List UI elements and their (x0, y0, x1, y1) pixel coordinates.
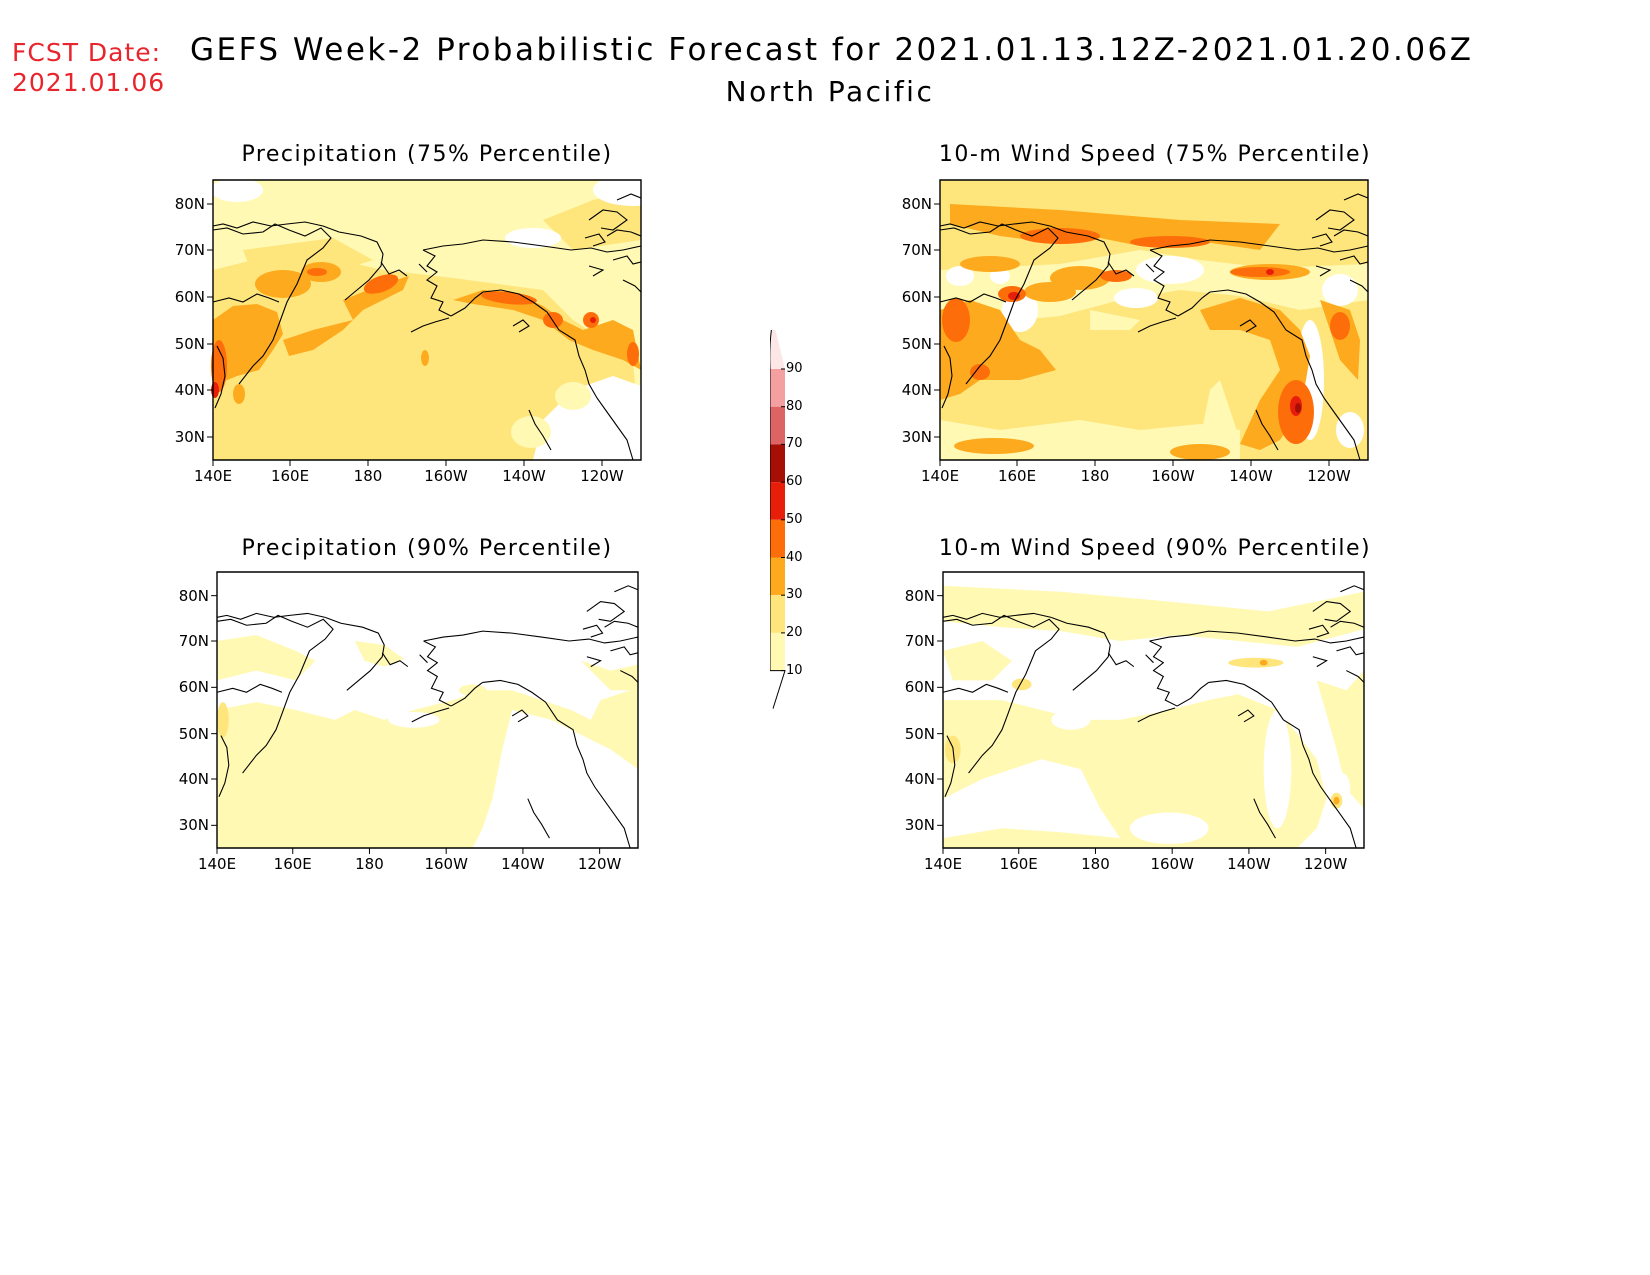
lat-label: 80N (901, 195, 932, 213)
forecast-date-label: FCST Date: (12, 38, 162, 67)
forecast-date-value: 2021.01.06 (12, 68, 166, 97)
lon-label: 140W (501, 855, 545, 873)
panel-title-precip75: Precipitation (75% Percentile) (241, 142, 613, 167)
coastline (942, 585, 1365, 849)
lat-label: 40N (901, 381, 932, 399)
colorbar-swatch (770, 444, 785, 483)
colorbar: 10 20 30 40 50 60 70 80 90 (769, 319, 810, 714)
page-subtitle: North Pacific (725, 75, 935, 108)
lat-label: 30N (178, 816, 209, 835)
coastline (216, 585, 639, 849)
lon-label: 160E (273, 855, 312, 873)
colorbar-svg (769, 319, 786, 709)
colorbar-label: 50 (786, 511, 803, 527)
map-precip90: 80N 70N 60N 50N 40N 30N 140E 160E 180 160W 140W 120… (179, 572, 638, 873)
lon-label: 120W (580, 467, 624, 485)
lat-label: 80N (178, 586, 209, 605)
lon-label: 140W (1227, 855, 1271, 873)
lon-label: 160W (1151, 467, 1195, 485)
panel-title-precip90: Precipitation (90% Percentile) (241, 536, 613, 561)
colorbar-swatch (770, 406, 785, 445)
colorbar-swatch (770, 595, 785, 633)
lat-label: 30N (901, 428, 932, 446)
lon-label: 120W (577, 855, 622, 873)
lat-label: 60N (901, 288, 932, 306)
map-wind90: 80N 70N 60N 50N 40N 30N 140E 160E 180 160W 140W 120… (905, 572, 1364, 873)
lon-label: 140W (502, 467, 546, 485)
map-wind75: 80N 70N 60N 50N 40N 30N 140E 160E 180 160W 140W 120… (902, 180, 1368, 485)
lat-label: 80N (174, 195, 205, 213)
panel-title-wind90: 10-m Wind Speed (90% Percentile) (938, 536, 1372, 561)
forecast-date: FCST Date: 2021.01.06 (12, 38, 165, 98)
lon-label: 180 (1081, 855, 1110, 873)
lat-label: 60N (174, 288, 205, 306)
colorbar-label: 90 (786, 361, 803, 376)
coastline (212, 193, 642, 461)
colorbar-swatch (770, 482, 785, 520)
map-svg-wind90 (943, 572, 1364, 848)
lon-label: 120W (1303, 855, 1348, 873)
lat-label: 40N (174, 381, 205, 399)
lon-label: 140W (1229, 467, 1273, 485)
lon-label: 140E (197, 855, 237, 873)
map-svg-precip75 (212, 174, 673, 461)
lat-label: 50N (178, 724, 209, 743)
lat-label: 50N (904, 724, 935, 743)
colorbar-swatch (770, 369, 785, 407)
lon-label: 160W (1150, 855, 1194, 873)
lon-label: 140E (193, 467, 233, 485)
lon-label: 140E (923, 855, 963, 873)
lon-label: 180 (1080, 467, 1110, 485)
map-svg-wind75 (940, 180, 1368, 460)
colorbar-swatch (770, 632, 785, 671)
colorbar-label: 70 (786, 436, 803, 452)
lon-label: 160E (999, 855, 1038, 873)
page-title: GEFS Week-2 Probabilistic Forecast for 2… (190, 32, 1474, 68)
colorbar-label: 80 (786, 398, 803, 414)
lat-label: 50N (174, 335, 205, 353)
lon-label: 120W (1307, 467, 1351, 485)
colorbar-label: 10 (786, 662, 803, 678)
lon-label: 160W (424, 467, 468, 485)
colorbar-swatch (770, 557, 785, 596)
colorbar-label: 40 (786, 549, 803, 565)
lon-label: 160E (270, 467, 310, 485)
panel-title-wind75: 10-m Wind Speed (75% Percentile) (938, 142, 1372, 167)
map-svg-precip90 (217, 572, 638, 848)
lat-label: 60N (904, 678, 935, 697)
lat-label: 40N (904, 770, 935, 788)
lat-label: 70N (901, 241, 932, 259)
lon-label: 160W (424, 855, 468, 873)
lat-label: 30N (904, 816, 935, 835)
lat-label: 60N (178, 678, 209, 697)
lat-label: 50N (901, 335, 932, 353)
lat-label: 70N (904, 632, 935, 650)
colorbar-label: 20 (786, 624, 803, 640)
lat-label: 80N (904, 586, 935, 605)
coastline (939, 193, 1369, 461)
colorbar-label: 30 (786, 587, 803, 603)
lat-label: 40N (178, 770, 209, 788)
colorbar-label: 60 (786, 474, 803, 490)
lon-label: 180 (355, 855, 384, 873)
lat-label: 30N (174, 428, 205, 446)
lat-label: 70N (174, 241, 205, 259)
lon-label: 160E (997, 467, 1037, 485)
colorbar-swatch (770, 519, 785, 558)
lon-label: 140E (920, 467, 960, 485)
map-precip75: 80N 70N 60N 50N 40N 30N 140E 160E 180 160W 140W 120… (175, 174, 673, 485)
lat-label: 70N (178, 632, 209, 650)
lon-label: 180 (353, 467, 383, 485)
